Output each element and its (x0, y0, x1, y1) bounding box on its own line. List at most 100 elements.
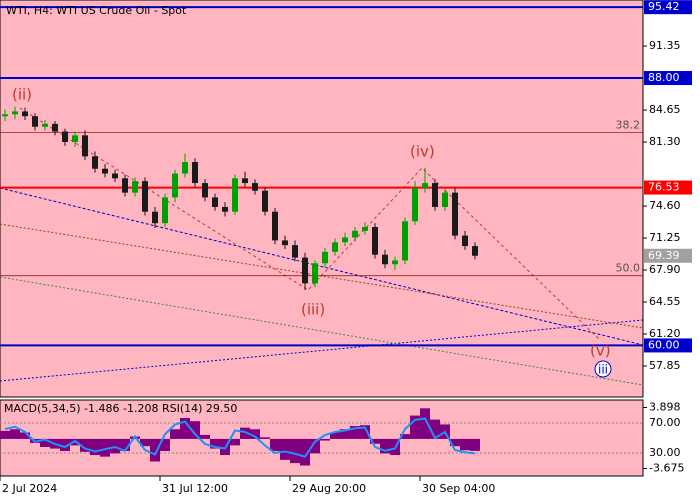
candle-body (262, 190, 268, 212)
candle-body (52, 123, 58, 132)
macd-bar (470, 438, 480, 451)
macd-bar (280, 438, 290, 460)
candle-body (122, 178, 128, 193)
y2-tick-label: 30.00 (649, 446, 681, 459)
candle-body (102, 168, 108, 174)
candle-body (32, 116, 38, 127)
candle-body (22, 111, 28, 117)
macd-bar (420, 408, 430, 439)
indicator-label: MACD(5,34,5) -1.486 -1.208 RSI(14) 29.50 (4, 402, 237, 415)
macd-bar (210, 438, 220, 449)
rsi-line (4, 417, 476, 458)
macd-bar (170, 429, 180, 439)
macd-bar (100, 438, 110, 457)
wave-circle (594, 360, 612, 378)
y-tick-label: -3.675 (649, 462, 684, 475)
level-label: 95.42 (648, 0, 680, 13)
wave-label: (iv) (410, 143, 435, 161)
level-label: 60.00 (648, 338, 680, 351)
y-tick-label: 3.898 (649, 401, 681, 414)
macd-bar (140, 438, 150, 447)
macd-bar (290, 438, 300, 464)
level-box (644, 0, 692, 15)
candle-body (162, 197, 168, 224)
candle-body (342, 237, 348, 243)
candle-body (82, 135, 88, 157)
macd-bar (400, 434, 410, 439)
macd-bar (190, 421, 200, 439)
y-tick-label: 91.35 (649, 39, 681, 52)
trend-line (0, 276, 644, 386)
y-tick-label: 74.60 (649, 199, 681, 212)
macd-bar (380, 438, 390, 454)
wave-label: (v) (590, 342, 611, 360)
y-tick-label: 81.30 (649, 135, 681, 148)
candle-body (142, 181, 148, 212)
candle-body (272, 211, 278, 241)
candle-body (382, 254, 388, 265)
chart-title: WTI, H4: WTI US Crude Oil - Spot (6, 4, 187, 17)
macd-bar (260, 437, 270, 439)
candle-body (362, 227, 368, 231)
candle-body (412, 187, 418, 222)
level-box (644, 338, 692, 353)
candle-body (442, 192, 448, 207)
macd-bar (310, 438, 320, 454)
candle-body (422, 183, 428, 188)
candle-body (302, 257, 308, 284)
wave-label: iii (598, 363, 608, 377)
candle-body (12, 111, 18, 115)
macd-bar (370, 438, 380, 444)
level-label: 76.53 (648, 181, 680, 194)
macd-bar (180, 417, 190, 439)
macd-bar (80, 438, 90, 452)
macd-bar (240, 427, 250, 439)
macd-bar (340, 429, 350, 439)
macd-bar (230, 438, 240, 446)
macd-bar (300, 438, 310, 466)
level-label: 69.39 (648, 249, 680, 262)
macd-bar (150, 438, 160, 462)
level-box (644, 180, 692, 195)
level-box (644, 71, 692, 86)
x-tick-label: 2 Jul 2024 (2, 482, 57, 495)
macd-bar (330, 432, 340, 439)
candle-body (182, 162, 188, 174)
y-tick-label: 57.85 (649, 359, 681, 372)
candle-body (292, 245, 298, 258)
macd-bar (0, 430, 10, 439)
candle-body (72, 135, 78, 143)
macd-bar (160, 438, 170, 452)
candle-body (452, 192, 458, 236)
candle-body (62, 131, 68, 143)
candle-body (392, 260, 398, 265)
macd-bar (60, 438, 70, 452)
macd-bar (270, 438, 280, 452)
x-tick-label: 29 Aug 20:00 (292, 482, 366, 495)
candle-body (312, 263, 318, 284)
y-tick-label: 67.90 (649, 263, 681, 276)
candle-body (2, 114, 8, 117)
candle-body (222, 206, 228, 212)
candle-body (212, 197, 218, 207)
x-tick-label: 31 Jul 12:00 (162, 482, 228, 495)
y-tick-label: 61.20 (649, 327, 681, 340)
candle-body (432, 183, 438, 207)
wave-label: (ii) (12, 86, 32, 104)
macd-bar (410, 415, 420, 439)
macd-bar (90, 438, 100, 456)
fib-label: 38.2 (616, 118, 641, 131)
macd-bar (360, 425, 370, 439)
candle-body (132, 181, 138, 193)
price-pane (0, 0, 644, 398)
candle-body (372, 227, 378, 255)
macd-bar (200, 434, 210, 439)
macd-bar (10, 429, 20, 439)
plot (0, 6, 643, 466)
candle-body (352, 230, 358, 238)
macd-bar (320, 438, 330, 441)
candle-body (322, 251, 328, 264)
candle-body (192, 162, 198, 184)
y-tick-label: 84.65 (649, 103, 681, 116)
